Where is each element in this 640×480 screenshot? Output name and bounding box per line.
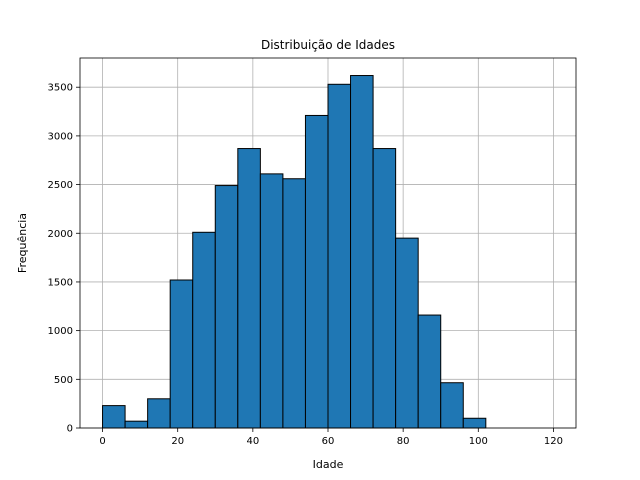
histogram-bar: [350, 75, 374, 429]
histogram-bar: [462, 417, 487, 429]
y-tick-label: 0: [67, 424, 73, 435]
x-tick-label: 100: [469, 436, 488, 447]
y-tick-label: 3000: [48, 131, 73, 142]
histogram-bar: [327, 83, 352, 429]
histogram-bar: [214, 185, 239, 429]
x-tick-label: 20: [171, 436, 184, 447]
y-tick-label: 3500: [48, 83, 73, 94]
histogram-bar: [169, 279, 194, 429]
x-tick-label: 0: [99, 436, 105, 447]
x-tick-label: 80: [397, 436, 410, 447]
y-tick-label: 2000: [48, 229, 73, 240]
x-tick-label: 60: [322, 436, 335, 447]
histogram-bar: [417, 314, 442, 429]
x-axis-ticks: 0 20 40 60 80 100 120: [99, 428, 563, 447]
y-axis-ticks: 0 500 1000 1500 2000 2500 3000 3500: [48, 83, 80, 435]
x-tick-label: 40: [246, 436, 259, 447]
histogram-bar: [102, 405, 126, 429]
histogram-bar: [395, 237, 419, 429]
histogram-bar: [282, 178, 306, 429]
histogram-bar: [259, 173, 284, 429]
histogram-bar: [192, 231, 216, 429]
y-tick-label: 1000: [48, 326, 73, 337]
chart-title: Distribuição de Idades: [261, 38, 395, 52]
y-tick-label: 2500: [48, 180, 73, 191]
histogram-bar: [440, 382, 464, 429]
histogram-bar: [147, 398, 171, 429]
histogram-bar: [304, 114, 329, 429]
y-axis-title: Frequência: [16, 213, 29, 273]
histogram-bar: [372, 148, 397, 429]
bars: [102, 75, 487, 429]
x-axis-title: Idade: [313, 458, 344, 471]
x-tick-label: 120: [544, 436, 563, 447]
histogram-bar: [124, 420, 149, 429]
y-tick-label: 500: [54, 375, 73, 386]
y-tick-label: 1500: [48, 277, 73, 288]
histogram-bar: [237, 148, 261, 429]
